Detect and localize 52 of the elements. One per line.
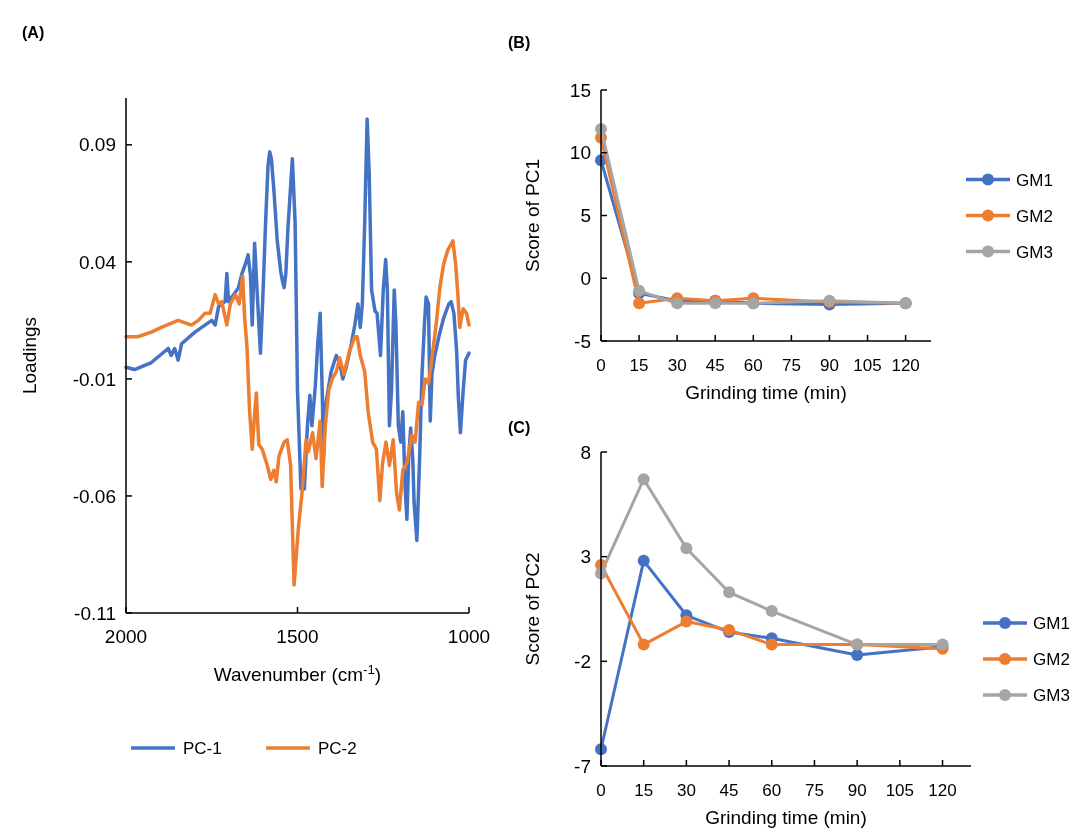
x-tick-label: 75 <box>781 356 801 375</box>
y-axis-title: Score of PC2 <box>522 552 543 666</box>
y-axis-title: Score of PC1 <box>522 159 543 272</box>
legend-label: PC-2 <box>318 739 357 758</box>
legend-label: GM2 <box>1016 206 1053 226</box>
x-tick-label: 120 <box>928 781 957 800</box>
legend-label: GM1 <box>1033 614 1070 633</box>
y-tick-label: -0.11 <box>74 602 116 624</box>
legend-label: GM3 <box>1016 242 1053 262</box>
legend-label: PC-1 <box>183 739 222 758</box>
chart-title: (C) <box>508 419 531 436</box>
y-tick-label: -0.01 <box>72 368 116 390</box>
y-tick-label: 0.04 <box>79 251 117 273</box>
y-axis-title: Loadings <box>19 316 40 395</box>
x-axis-title: Grinding time (min) <box>705 807 867 828</box>
y-tick-label: -2 <box>574 650 591 672</box>
chart-title: (A) <box>22 24 45 41</box>
y-tick-label: 10 <box>569 142 591 164</box>
y-tick-label: 15 <box>569 79 591 101</box>
y-tick-label: 3 <box>580 546 591 568</box>
y-tick-label: 0.09 <box>79 134 116 156</box>
y-tick-label: 5 <box>580 205 591 227</box>
y-tick-label: 8 <box>580 441 591 463</box>
y-tick-label: 0 <box>580 267 591 289</box>
x-tick-label: 15 <box>629 356 649 375</box>
x-tick-label: 1500 <box>276 626 319 647</box>
x-tick-label: 45 <box>719 781 739 800</box>
x-tick-label: 30 <box>676 781 696 800</box>
legend-label: GM1 <box>1016 170 1053 190</box>
x-tick-label: 120 <box>891 356 920 375</box>
y-tick-label: -5 <box>574 330 591 352</box>
legend-label: GM3 <box>1033 686 1070 705</box>
x-tick-label: 45 <box>705 356 725 375</box>
x-tick-label: 2000 <box>104 626 148 647</box>
x-tick-label: 60 <box>762 781 782 800</box>
x-tick-label: 1000 <box>447 626 491 647</box>
x-tick-label: 60 <box>743 356 763 375</box>
x-tick-label: 75 <box>805 781 824 800</box>
y-tick-label: -0.06 <box>72 485 116 507</box>
legend-label: GM2 <box>1033 650 1070 669</box>
x-axis-title: Wavenumber (cm$^{-1}$) <box>213 661 382 685</box>
x-tick-label: 15 <box>634 781 654 800</box>
x-axis-title: Grinding time (min) <box>685 382 847 403</box>
x-tick-label: 0 <box>596 356 606 375</box>
y-tick-label: -7 <box>574 755 591 777</box>
x-tick-label: 0 <box>596 781 606 800</box>
chart-title: (B) <box>508 34 531 51</box>
x-tick-label: 105 <box>853 356 882 375</box>
x-tick-label: 30 <box>667 356 687 375</box>
x-tick-label: 90 <box>820 356 839 375</box>
x-tick-label: 105 <box>885 781 915 800</box>
x-tick-label: 90 <box>847 781 867 800</box>
